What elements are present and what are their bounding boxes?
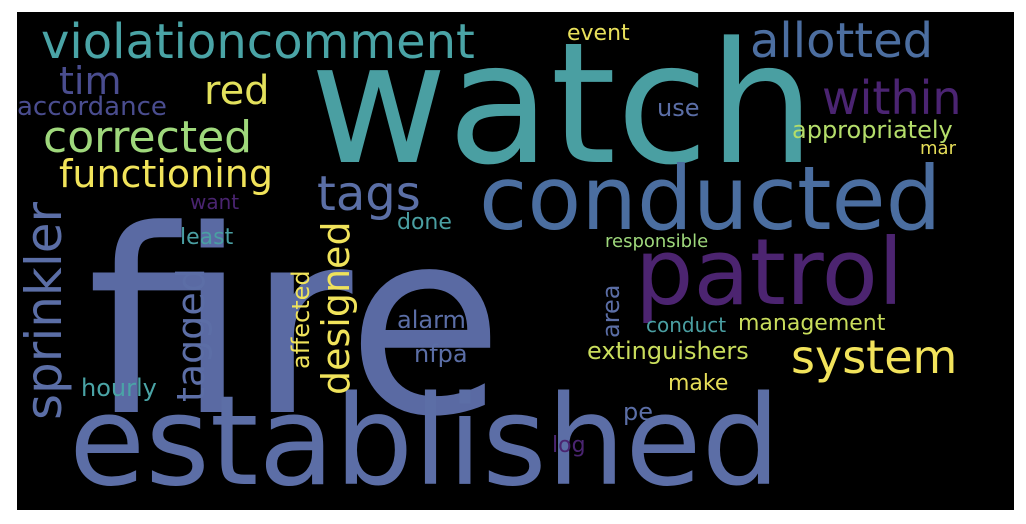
word-extinguishers: extinguishers bbox=[587, 337, 749, 365]
word-system: system bbox=[791, 330, 958, 384]
word-designed: designed bbox=[314, 221, 358, 395]
word-tagged: tagged bbox=[169, 268, 213, 402]
word-established: established bbox=[69, 370, 781, 510]
word-want: want bbox=[190, 190, 240, 214]
word-log: log bbox=[552, 433, 586, 458]
word-area: area bbox=[597, 284, 625, 338]
word-event: event bbox=[567, 21, 630, 46]
word-affected: affected bbox=[287, 270, 315, 369]
word-within: within bbox=[822, 71, 962, 125]
word-violationcomment: violationcomment bbox=[41, 14, 475, 70]
word-management: management bbox=[738, 311, 886, 336]
word-responsible: responsible bbox=[605, 231, 709, 252]
word-conducted: conducted bbox=[479, 147, 942, 250]
word-corrected: corrected bbox=[43, 112, 253, 163]
word-make: make bbox=[668, 371, 729, 396]
word-accordance: accordance bbox=[17, 92, 167, 122]
word-done: done bbox=[397, 210, 452, 235]
word-watch: watch bbox=[310, 12, 816, 202]
word-allotted: allotted bbox=[750, 13, 934, 69]
word-mar: mar bbox=[920, 138, 956, 159]
word-patrol: patrol bbox=[635, 219, 904, 326]
word-use: use bbox=[657, 94, 700, 122]
word-hourly: hourly bbox=[81, 374, 157, 402]
word-alarm: alarm bbox=[397, 306, 466, 334]
word-conduct: conduct bbox=[646, 313, 727, 337]
word-appropriately: appropriately bbox=[792, 116, 953, 144]
word-fire: fire bbox=[87, 176, 504, 473]
word-tags: tags bbox=[317, 166, 421, 222]
word-least: least bbox=[180, 225, 234, 250]
word-tim: tim bbox=[59, 59, 122, 103]
word-red: red bbox=[204, 68, 270, 114]
word-functioning: functioning bbox=[59, 152, 273, 196]
word-cloud: fire watch established conducted patrol … bbox=[17, 12, 1014, 510]
word-sprinkler: sprinkler bbox=[17, 201, 73, 420]
word-nfpa: nfpa bbox=[414, 340, 468, 368]
word-pe: pe bbox=[623, 398, 653, 426]
